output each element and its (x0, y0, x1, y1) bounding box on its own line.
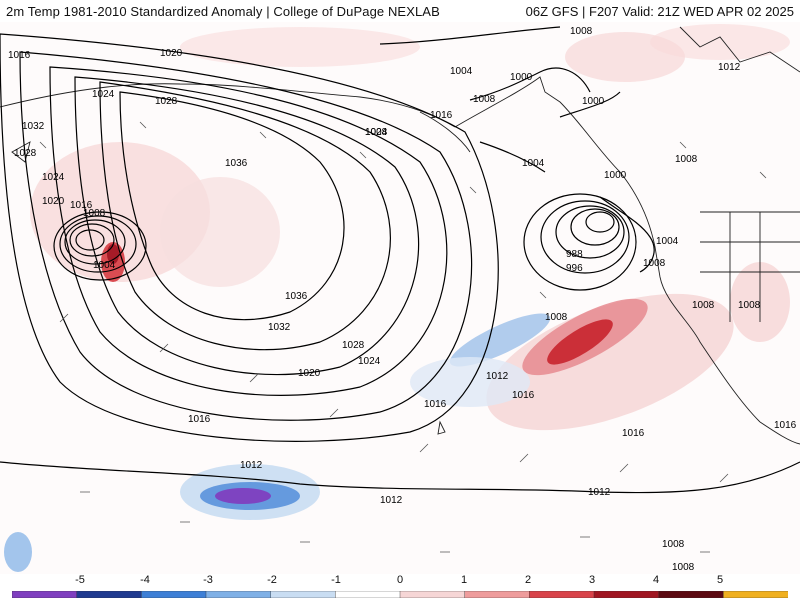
colorbar-tick-label: -5 (75, 574, 85, 586)
isobar-label: 1028 (342, 340, 365, 351)
isobars (0, 26, 800, 494)
isobar-label: 1008 (675, 154, 698, 165)
isobar-label: 1000 (582, 96, 605, 107)
anomaly-map: 1016 1020 1024 1028 1032 1028 1024 1020 … (0, 22, 800, 574)
isobar-label: 1008 (545, 312, 568, 323)
colorbar-tick-label: 5 (716, 574, 724, 586)
colorbar-swatch (529, 591, 595, 598)
colorbar: -5 -4 -3 -2 -1 0 1 2 3 4 5 (0, 574, 800, 600)
colorbar-swatches (12, 591, 788, 598)
isobar-label: 1008 (738, 300, 761, 311)
colorbar-tick-label: -4 (140, 574, 150, 586)
isobar-label: 1016 (430, 110, 453, 121)
isobar-label: 1032 (22, 121, 45, 132)
isobar-label: 1020 (160, 48, 183, 59)
isobar-label: 1012 (718, 62, 741, 73)
isobar-label: 1000 (604, 170, 627, 181)
isobar-label: 1012 (240, 460, 263, 471)
colorbar-swatch (723, 591, 788, 598)
colorbar-tick-label: 3 (588, 574, 596, 586)
isobar-label: 1032 (268, 322, 291, 333)
colorbar-tick-label: 1 (460, 574, 468, 586)
coastlines (0, 26, 800, 445)
colorbar-swatch (658, 591, 725, 598)
isobar-label: 1008 (570, 26, 593, 37)
isobar-label: 996 (566, 263, 583, 274)
isobar-label: 1004 (656, 236, 679, 247)
isobar-label: 1016 (512, 390, 535, 401)
colorbar-swatch (205, 591, 272, 598)
isobar-label: 1020 (298, 368, 321, 379)
wind-barbs (39, 121, 767, 553)
colorbar-tick-label: -3 (203, 574, 213, 586)
isobar-label: 1008 (643, 258, 666, 269)
colorbar-swatch (335, 591, 401, 598)
isobar-label: 1016 (424, 399, 447, 410)
isobar-label: 1008 (365, 127, 388, 138)
isobar-label: 1016 (622, 428, 645, 439)
isobar-label: 1036 (285, 291, 308, 302)
colorbar-tick-label: -1 (331, 574, 341, 586)
colorbar-swatch (76, 591, 143, 598)
isobar-label: 1012 (588, 487, 611, 498)
model-valid-time: 06Z GFS | F207 Valid: 21Z WED APR 02 202… (525, 4, 794, 19)
colorbar-swatch (464, 591, 531, 598)
isobar-label: 1004 (93, 260, 116, 271)
isobar-label: 988 (566, 249, 583, 260)
header-bar: 2m Temp 1981-2010 Standardized Anomaly |… (0, 0, 800, 22)
isobar-label: 1024 (42, 172, 65, 183)
isobar-label: 1004 (450, 66, 473, 77)
isobar-label: 1008 (692, 300, 715, 311)
isobar-label: 1012 (486, 371, 509, 382)
colorbar-tick-label: 0 (396, 574, 404, 586)
isobar-label: 1024 (358, 356, 381, 367)
isobar-label: 1008 (473, 94, 496, 105)
isobar-label: 1008 (672, 562, 695, 573)
colorbar-tick-label: -2 (267, 574, 277, 586)
isobar-label: 1036 (225, 158, 248, 169)
isobar-label: 1008 (662, 539, 685, 550)
colorbar-tick-label: 4 (652, 574, 660, 586)
isobar-label: 1024 (92, 89, 115, 100)
isobar-label: 1016 (70, 200, 93, 211)
isobar-label: 1000 (510, 72, 533, 83)
anomaly-shading (0, 22, 800, 574)
low-pressure-systems (53, 193, 637, 291)
isobar-label: 1016 (774, 420, 797, 431)
colorbar-swatch (12, 591, 78, 598)
isobar-label: 1012 (380, 495, 403, 506)
isobar-label: 1016 (8, 50, 31, 61)
isobar-label: 1004 (522, 158, 545, 169)
isobar-label: 1028 (14, 148, 37, 159)
colorbar-tick-label: 2 (524, 574, 532, 586)
isobar-label: 1016 (188, 414, 211, 425)
colorbar-swatch (270, 591, 337, 598)
isobar-label: 1020 (42, 196, 65, 207)
colorbar-swatch (141, 591, 207, 598)
map-title: 2m Temp 1981-2010 Standardized Anomaly |… (6, 4, 440, 19)
isobar-label: 1028 (155, 96, 178, 107)
colorbar-swatch (593, 591, 660, 598)
isobar-label: 1024 (365, 127, 388, 138)
isobar-labels: 1016 1020 1024 1028 1032 1028 1024 1020 … (8, 26, 797, 573)
isobar-label: 1008 (83, 208, 106, 219)
colorbar-swatch (399, 591, 466, 598)
